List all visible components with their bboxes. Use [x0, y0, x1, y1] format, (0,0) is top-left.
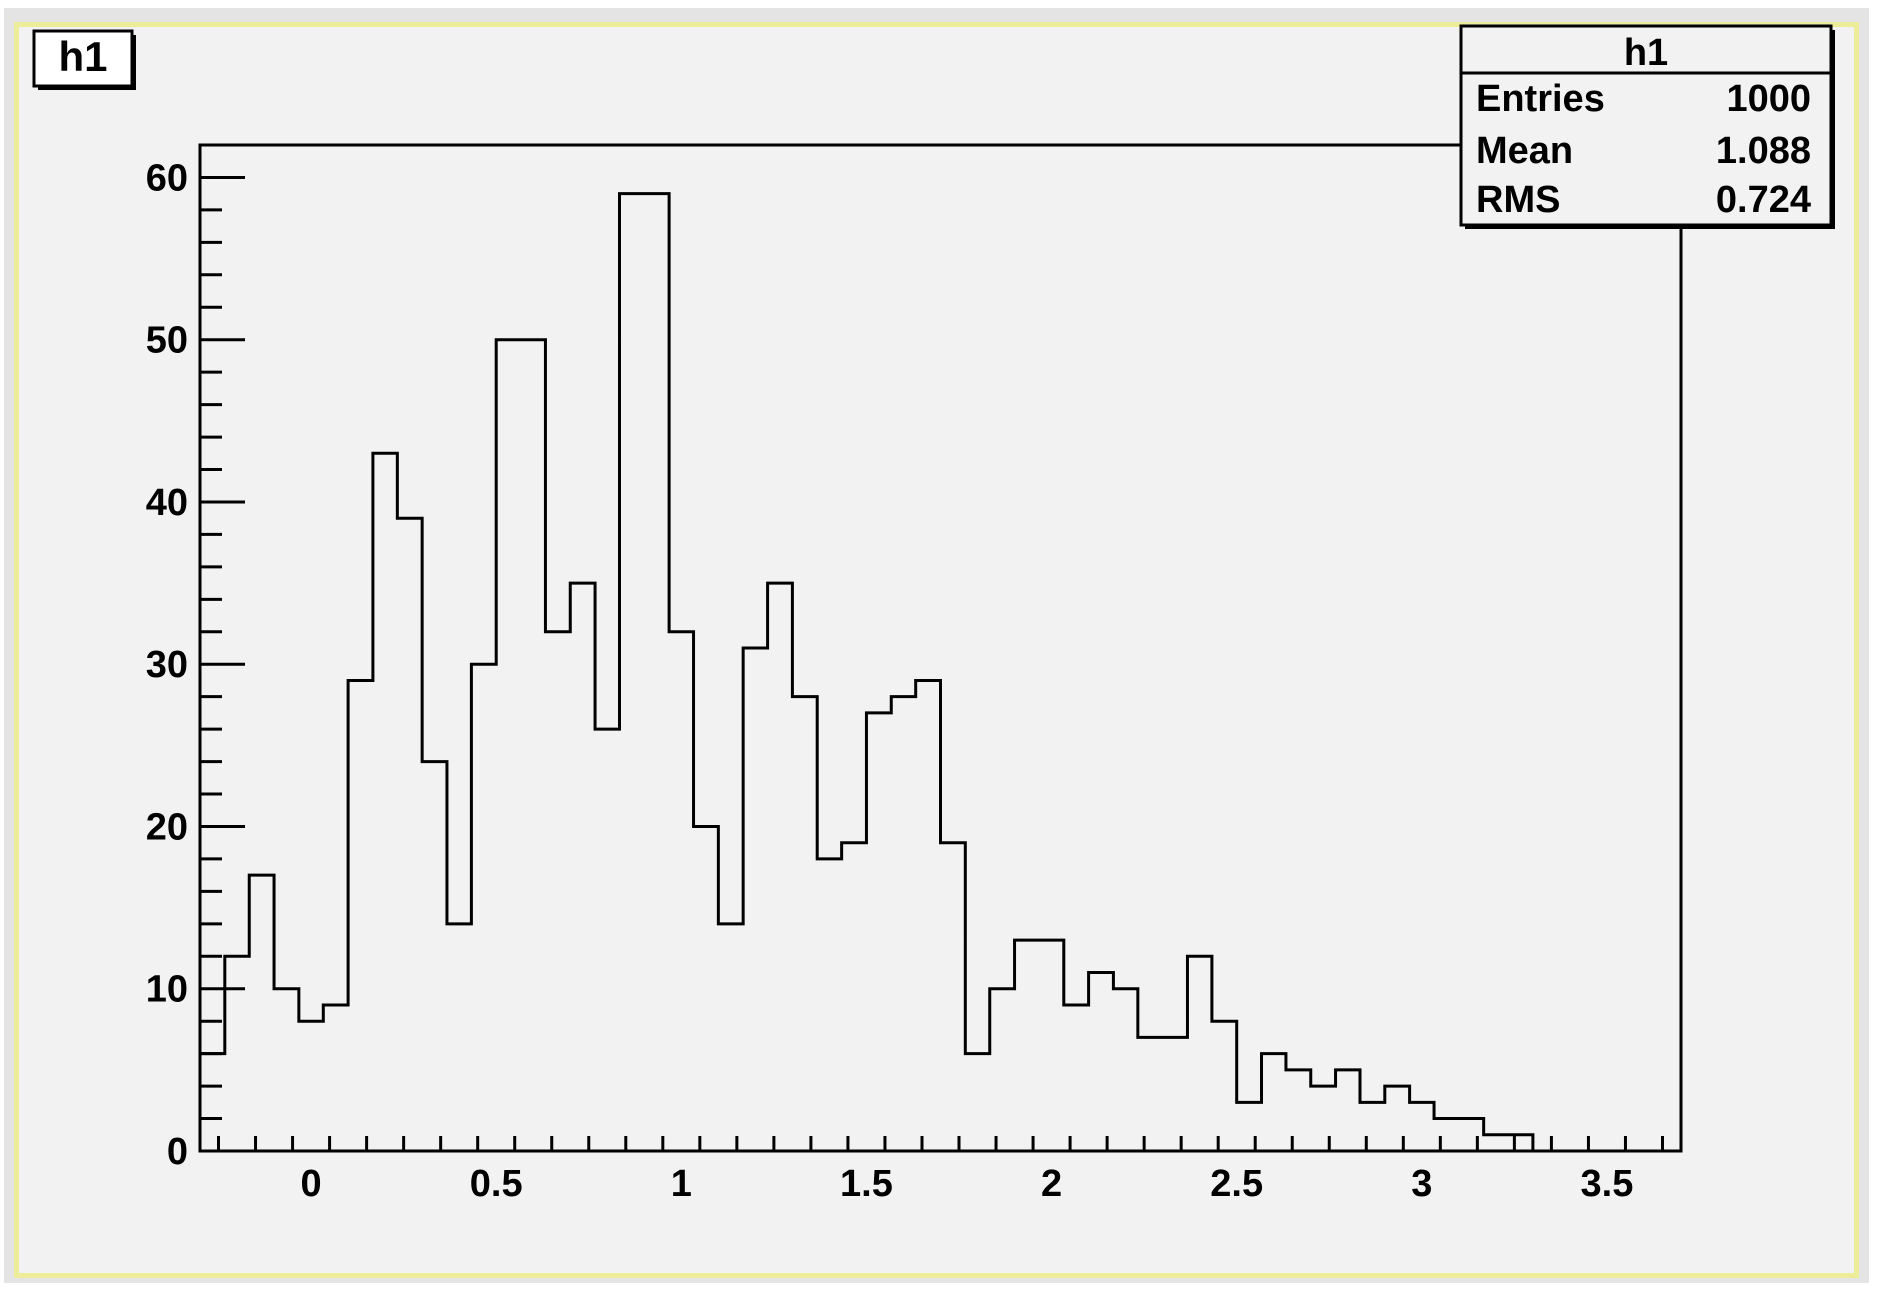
- histogram-bin: [891, 697, 915, 1151]
- histogram-bin: [1508, 1135, 1533, 1151]
- y-tick-label: 10: [146, 969, 188, 1011]
- histogram-bin: [718, 924, 743, 1151]
- histogram-bin: [1360, 1102, 1385, 1151]
- histogram-bin: [817, 859, 841, 1151]
- y-tick-label: 40: [146, 482, 188, 524]
- x-tick-label: 1.5: [840, 1163, 893, 1205]
- histogram-bin: [1385, 1086, 1410, 1151]
- histogram-bin: [1459, 1119, 1484, 1151]
- histogram-bin: [323, 1005, 348, 1151]
- title-box: h1: [32, 29, 136, 90]
- histogram-bins: [200, 194, 1533, 1151]
- histogram-bin: [1336, 1070, 1360, 1151]
- y-tick-label: 20: [146, 806, 188, 848]
- x-tick-label: 2: [1041, 1163, 1062, 1205]
- histogram-bin: [1039, 940, 1063, 1151]
- histogram-bin: [644, 194, 669, 1151]
- histogram-bin: [1113, 989, 1137, 1151]
- histogram-bin: [200, 1054, 225, 1151]
- x-tick-label: 3.5: [1581, 1163, 1634, 1205]
- histogram-bin: [274, 989, 299, 1151]
- stats-title: h1: [1624, 32, 1668, 74]
- histogram-bin: [1311, 1086, 1336, 1151]
- histogram-bin: [471, 664, 496, 1151]
- histogram-bin: [249, 875, 274, 1151]
- histogram-bin: [1484, 1135, 1508, 1151]
- stats-mean-value: 1.088: [1716, 130, 1811, 172]
- histogram-bin: [595, 729, 619, 1151]
- x-axis-ticks: 0 0.5 1 1.5 2 2.5 3 3.5: [217, 1136, 1664, 1205]
- x-tick-label: 2.5: [1210, 1163, 1263, 1205]
- histogram-bin: [422, 762, 447, 1151]
- stats-mean-label: Mean: [1476, 130, 1573, 172]
- histogram-bin: [1064, 1005, 1089, 1151]
- y-axis-ticks: 0 10 20 30 40 50 60: [146, 143, 245, 1173]
- stats-rms-value: 0.724: [1716, 179, 1811, 221]
- histogram-bin: [1434, 1119, 1459, 1151]
- histogram-bin: [447, 924, 471, 1151]
- plot-frame: [198, 143, 1683, 1153]
- title-label: h1: [58, 33, 107, 80]
- histogram-bin: [1089, 973, 1114, 1151]
- y-tick-label: 50: [146, 320, 188, 362]
- histogram-bin: [842, 843, 867, 1151]
- histogram-bin: [669, 632, 693, 1151]
- histogram-bin: [348, 680, 373, 1151]
- histogram-bin: [916, 680, 941, 1151]
- y-tick-label: 0: [167, 1131, 188, 1173]
- histogram-bin: [1212, 1021, 1237, 1151]
- histogram-bin: [1015, 940, 1040, 1151]
- y-tick-label: 60: [146, 157, 188, 199]
- histogram-bin: [866, 713, 891, 1151]
- histogram-bin: [1286, 1070, 1311, 1151]
- canvas-pad: [14, 22, 1859, 1278]
- stats-entries-label: Entries: [1476, 78, 1605, 120]
- histogram-bin: [397, 518, 422, 1151]
- x-tick-label: 3: [1411, 1163, 1432, 1205]
- stats-entries-value: 1000: [1726, 78, 1811, 120]
- histogram-bin: [1410, 1102, 1434, 1151]
- histogram-bin: [941, 843, 966, 1151]
- histogram-bin: [792, 697, 817, 1151]
- x-tick-label: 0.5: [470, 1163, 523, 1205]
- histogram-bin: [1187, 956, 1211, 1151]
- stats-rms-label: RMS: [1476, 179, 1560, 221]
- histogram-bin: [373, 453, 397, 1151]
- histogram-bin: [521, 340, 545, 1151]
- histogram-outline: [198, 192, 1681, 1153]
- x-tick-label: 1: [671, 1163, 692, 1205]
- histogram-bin: [1163, 1037, 1188, 1151]
- histogram-bin: [619, 194, 644, 1151]
- axes-group: [198, 143, 1683, 1153]
- histogram-bin: [768, 583, 793, 1151]
- histogram-bin: [299, 1021, 323, 1151]
- histogram-bin: [965, 1054, 989, 1151]
- y-tick-label: 30: [146, 644, 188, 686]
- histogram-bin: [694, 826, 719, 1151]
- histogram-bin: [225, 956, 249, 1151]
- histogram-bin: [545, 632, 570, 1151]
- histogram-bin: [1237, 1102, 1262, 1151]
- stats-box: h1 Entries 1000 Mean 1.088 RMS 0.724: [1459, 24, 1835, 229]
- histogram-bin: [496, 340, 521, 1151]
- histogram-bin: [990, 989, 1015, 1151]
- histogram-bin: [743, 648, 767, 1151]
- x-tick-label: 0: [301, 1163, 322, 1205]
- histogram-bin: [1138, 1037, 1163, 1151]
- histogram-bin: [1262, 1054, 1286, 1151]
- histogram-bin: [570, 583, 595, 1151]
